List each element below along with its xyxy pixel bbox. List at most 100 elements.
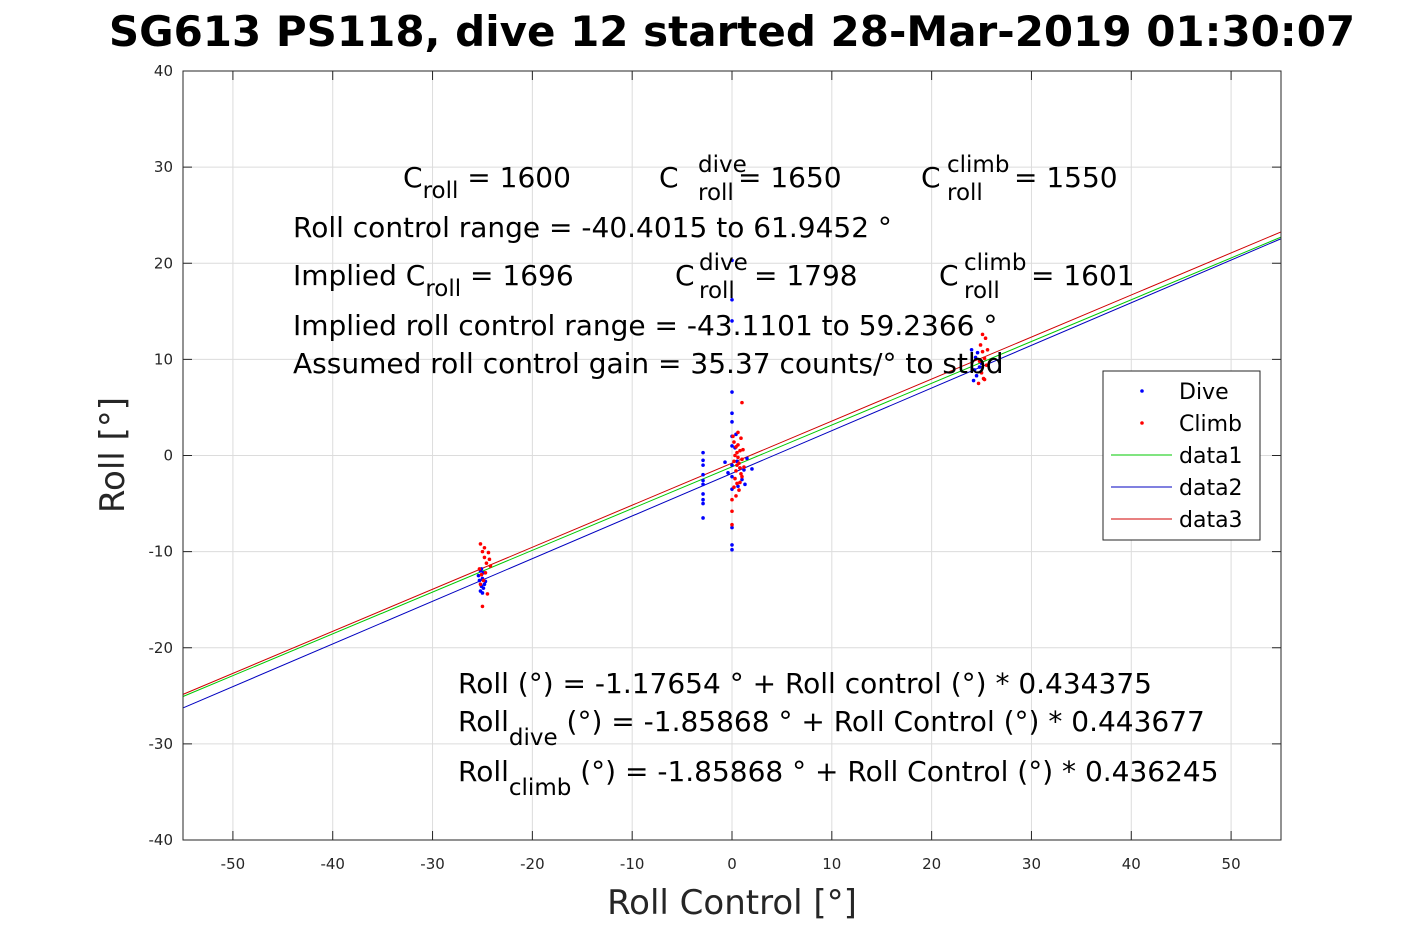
dive-point <box>701 458 705 463</box>
legend-label-data3: data3 <box>1179 508 1243 533</box>
climb-point <box>486 550 491 555</box>
series-points-climb <box>477 332 990 609</box>
c-dive-sub: roll <box>698 180 734 206</box>
climb-point <box>733 476 737 481</box>
legend: Dive Climb data1 data2 data3 <box>1102 370 1261 541</box>
dive-point <box>730 319 734 323</box>
series-line-data3 <box>182 231 1282 695</box>
x-tick-label: 20 <box>922 855 941 873</box>
y-tick-label: 0 <box>163 447 173 465</box>
dive-point <box>701 478 705 483</box>
equation-roll-dive: Rolldive (°) = -1.85868 ° + Roll Control… <box>458 705 1205 751</box>
climb-point <box>488 564 493 568</box>
dive-point <box>742 468 746 472</box>
implied-c-roll-value: = 1696 <box>461 259 574 292</box>
equation-roll-climb-sub: climb <box>509 775 571 801</box>
climb-point <box>734 469 738 473</box>
y-tick-label: -40 <box>149 831 174 849</box>
implied-c-dive-sub: roll <box>699 278 735 304</box>
implied-c-roll-annotation: Implied Croll = 1696 <box>293 259 574 302</box>
climb-point <box>736 430 740 435</box>
range-annotation: Roll control range = -40.4015 to 61.9452… <box>293 211 892 244</box>
dive-point <box>745 456 749 461</box>
dive-point <box>974 373 979 378</box>
c-roll-annotation: Croll = 1600 <box>403 161 571 204</box>
x-tick-label: 50 <box>1222 855 1241 873</box>
y-tick-label: -30 <box>149 735 174 753</box>
climb-point <box>478 582 483 587</box>
climb-point <box>736 455 740 460</box>
implied-c-roll-base: Implied C <box>293 259 425 292</box>
dive-point <box>701 492 705 496</box>
dive-point <box>701 497 705 502</box>
implied-c-dive-value: = 1798 <box>754 259 858 292</box>
legend-marker-climb <box>1140 421 1144 425</box>
dive-point <box>482 582 487 587</box>
climb-point <box>976 381 981 386</box>
c-roll-sub: roll <box>423 178 459 204</box>
dive-point <box>730 463 734 467</box>
x-tick-label: 30 <box>1022 855 1041 873</box>
legend-label-data2: data2 <box>1179 476 1243 501</box>
x-tick-label: 0 <box>727 855 737 873</box>
climb-point <box>732 440 736 444</box>
climb-point <box>740 400 744 405</box>
x-tick-label: -20 <box>520 855 545 873</box>
c-climb-sub: roll <box>947 180 983 206</box>
climb-point <box>733 453 737 458</box>
climb-point <box>742 465 746 469</box>
climb-point <box>983 336 988 341</box>
dive-point <box>723 460 727 465</box>
dive-point <box>743 482 747 487</box>
dive-point <box>477 578 482 583</box>
climb-point <box>484 561 489 565</box>
y-tick-label: 10 <box>154 350 173 368</box>
implied-c-dive-annotation: C dive roll = 1798 <box>675 244 858 305</box>
x-tick-label: 40 <box>1122 855 1141 873</box>
axis-ticks: -50 -40 -30 -20 -10 0 10 20 30 40 50 -40 -30 -20 -10 0 1… <box>149 62 1281 873</box>
dive-point <box>730 411 734 416</box>
climb-point <box>482 555 487 560</box>
climb-point <box>739 471 743 476</box>
c-climb-base: C <box>921 161 941 194</box>
c-roll-value: = 1600 <box>458 161 571 194</box>
climb-point <box>980 332 985 337</box>
y-tick-label: -20 <box>149 639 174 657</box>
climb-point <box>487 557 492 562</box>
c-dive-annotation: C dive roll = 1650 <box>659 146 842 207</box>
climb-point <box>478 542 483 546</box>
climb-point <box>479 572 484 577</box>
climb-point <box>738 466 742 470</box>
dive-point <box>730 474 734 479</box>
y-axis-label: Roll [°] <box>93 397 133 513</box>
equation-roll-dive-sub: dive <box>509 725 558 751</box>
equation-roll-climb: Rollclimb (°) = -1.85868 ° + Roll Contro… <box>458 755 1219 801</box>
dive-point <box>971 378 976 383</box>
equation-roll: Roll (°) = -1.17654 ° + Roll control (°)… <box>458 667 1152 700</box>
dive-point <box>480 591 485 595</box>
climb-point <box>979 371 984 375</box>
climb-point <box>732 459 736 464</box>
implied-c-climb-annotation: C climb roll = 1601 <box>939 244 1135 305</box>
climb-point <box>730 497 734 502</box>
legend-label-data1: data1 <box>1179 444 1243 469</box>
dive-point <box>975 350 980 355</box>
dive-point <box>730 258 734 263</box>
y-tick-label: 40 <box>154 62 173 80</box>
c-dive-base: C <box>659 161 679 194</box>
climb-point <box>485 592 490 596</box>
series-line-data2 <box>182 238 1282 709</box>
climb-point <box>738 448 742 453</box>
y-tick-label: 20 <box>154 254 173 272</box>
dive-point <box>736 484 740 489</box>
climb-point <box>483 570 488 575</box>
plot-marks <box>182 231 1282 709</box>
climb-point <box>735 463 739 467</box>
dive-point <box>701 463 705 467</box>
dive-point <box>730 420 734 424</box>
dive-point <box>730 297 734 302</box>
dive-point <box>701 482 705 487</box>
c-roll-base: C <box>403 161 423 194</box>
dive-point <box>726 471 730 475</box>
x-axis-label: Roll Control [°] <box>607 883 857 923</box>
